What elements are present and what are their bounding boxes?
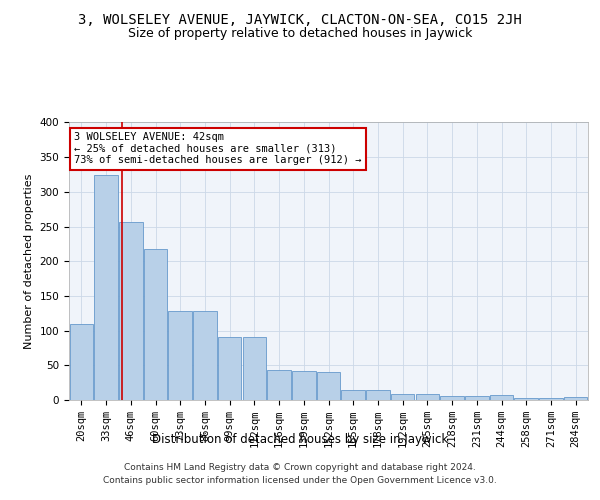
Y-axis label: Number of detached properties: Number of detached properties	[24, 174, 34, 349]
Bar	[539, 398, 563, 400]
Bar	[317, 372, 340, 400]
Text: Size of property relative to detached houses in Jaywick: Size of property relative to detached ho…	[128, 28, 472, 40]
Text: Contains HM Land Registry data © Crown copyright and database right 2024.: Contains HM Land Registry data © Crown c…	[124, 462, 476, 471]
Bar	[440, 396, 464, 400]
Bar	[366, 390, 389, 400]
Bar	[144, 249, 167, 400]
Text: Distribution of detached houses by size in Jaywick: Distribution of detached houses by size …	[152, 432, 448, 446]
Text: Contains public sector information licensed under the Open Government Licence v3: Contains public sector information licen…	[103, 476, 497, 485]
Bar	[391, 394, 415, 400]
Bar	[119, 222, 143, 400]
Bar	[341, 390, 365, 400]
Bar	[490, 395, 513, 400]
Bar	[218, 337, 241, 400]
Bar	[416, 394, 439, 400]
Bar	[465, 396, 488, 400]
Bar	[94, 174, 118, 400]
Bar	[70, 324, 93, 400]
Bar	[242, 337, 266, 400]
Bar	[514, 398, 538, 400]
Bar	[169, 311, 192, 400]
Bar	[193, 311, 217, 400]
Bar	[292, 371, 316, 400]
Text: 3 WOLSELEY AVENUE: 42sqm
← 25% of detached houses are smaller (313)
73% of semi-: 3 WOLSELEY AVENUE: 42sqm ← 25% of detach…	[74, 132, 362, 166]
Bar	[268, 370, 291, 400]
Text: 3, WOLSELEY AVENUE, JAYWICK, CLACTON-ON-SEA, CO15 2JH: 3, WOLSELEY AVENUE, JAYWICK, CLACTON-ON-…	[78, 12, 522, 26]
Bar	[564, 397, 587, 400]
